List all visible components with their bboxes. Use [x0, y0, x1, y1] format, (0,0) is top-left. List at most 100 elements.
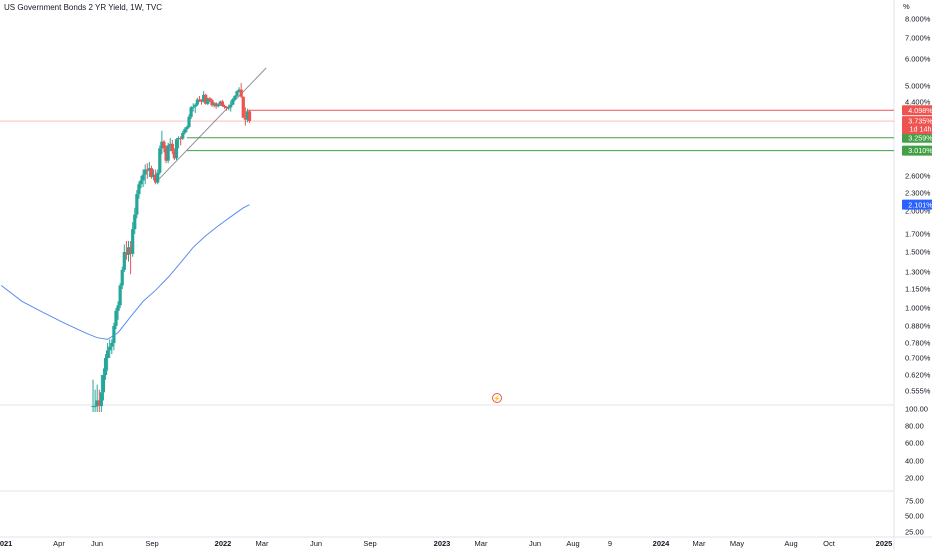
candle[interactable] [231, 97, 235, 106]
candle[interactable] [208, 96, 212, 102]
candle[interactable] [243, 107, 247, 126]
candle-body [247, 111, 252, 121]
candle[interactable] [137, 181, 141, 199]
candle-body [189, 107, 193, 117]
candle[interactable] [139, 176, 143, 189]
price-tag: 3.259% [902, 132, 932, 143]
candle[interactable] [216, 103, 220, 108]
candle[interactable] [206, 97, 210, 106]
candle[interactable] [114, 308, 118, 330]
candle[interactable] [110, 339, 114, 355]
candle[interactable] [212, 102, 216, 108]
candle[interactable] [103, 354, 108, 380]
candle[interactable] [95, 384, 99, 412]
candle[interactable] [158, 145, 162, 175]
moving-average [0, 204, 250, 340]
candle[interactable] [185, 125, 189, 132]
volume-axis-tick: 60.00 [905, 439, 924, 448]
candle[interactable] [191, 103, 195, 112]
candle[interactable] [124, 240, 129, 260]
time-axis-tick: 2024 [653, 539, 671, 548]
candle[interactable] [131, 222, 135, 257]
candle[interactable] [220, 99, 225, 107]
candle-body [139, 180, 143, 185]
candle[interactable] [176, 136, 181, 149]
candle-body [233, 95, 237, 100]
candle[interactable] [235, 90, 239, 97]
candle[interactable] [229, 100, 233, 112]
price-axis-tick: 0.880% [905, 322, 931, 331]
candle[interactable] [241, 96, 245, 118]
candle[interactable] [97, 389, 101, 412]
time-axis-tick: 2021 [0, 539, 12, 548]
candle-body [156, 172, 160, 183]
candle[interactable] [245, 108, 250, 123]
candle[interactable] [162, 140, 166, 153]
candle[interactable] [204, 93, 208, 105]
candle[interactable] [126, 240, 131, 262]
candle[interactable] [227, 104, 231, 111]
candle[interactable] [141, 169, 145, 188]
time-axis-tick: 2023 [434, 539, 451, 548]
trendline-line[interactable] [155, 67, 267, 183]
candle[interactable] [172, 148, 177, 161]
candle[interactable] [164, 145, 168, 164]
candle[interactable] [154, 169, 158, 185]
candle[interactable] [145, 163, 149, 179]
candle[interactable] [239, 83, 243, 98]
candle[interactable] [181, 130, 185, 140]
candle[interactable] [101, 368, 106, 401]
candle[interactable] [91, 379, 95, 412]
candle-body [145, 169, 149, 171]
candle[interactable] [193, 103, 197, 114]
candle[interactable] [149, 165, 154, 179]
candle[interactable] [222, 104, 227, 109]
candle-body [168, 143, 172, 146]
time-axis-tick: Mar [693, 539, 706, 548]
candle[interactable] [128, 240, 133, 275]
candle[interactable] [233, 95, 237, 101]
price-tags: 4.098% 3.259% 3.010% 3.735%1d 14h 2.101% [902, 105, 932, 210]
candle[interactable] [166, 142, 170, 164]
candle[interactable] [210, 98, 214, 107]
candle[interactable] [174, 138, 179, 161]
candle[interactable] [143, 164, 147, 185]
candle[interactable] [189, 106, 193, 119]
candle[interactable] [147, 161, 151, 178]
candle[interactable] [133, 207, 137, 234]
candle-body [147, 168, 151, 171]
candle[interactable] [195, 97, 199, 107]
candle[interactable] [151, 169, 156, 181]
candle[interactable] [197, 95, 202, 102]
candle[interactable] [122, 244, 126, 272]
candle[interactable] [156, 169, 160, 185]
candle[interactable] [135, 190, 139, 219]
candle[interactable] [170, 140, 174, 155]
candle[interactable] [160, 130, 164, 155]
candle[interactable] [224, 106, 229, 111]
candle[interactable] [179, 136, 183, 146]
candle[interactable] [202, 91, 206, 103]
candle[interactable] [168, 138, 172, 152]
candle[interactable] [183, 127, 187, 135]
alert-icon[interactable]: ⚡ [492, 393, 502, 403]
candle[interactable] [93, 389, 97, 412]
candle[interactable] [247, 110, 252, 123]
candle[interactable] [218, 100, 222, 107]
candle[interactable] [108, 339, 112, 358]
candle[interactable] [99, 375, 103, 412]
candle[interactable] [187, 114, 191, 129]
price-axis-unit: % [903, 2, 910, 11]
price-axis[interactable]: %8.000%7.000%6.000%5.000%4.400%3.800%3.2… [903, 2, 931, 537]
candle[interactable] [106, 343, 110, 371]
candle[interactable] [120, 266, 124, 289]
candle[interactable] [116, 301, 120, 320]
time-axis[interactable]: 2021 Apr Jun Sep 2022 Mar Jun Sep 2023 Mar Jun Aug 9… [0, 539, 892, 548]
candle-body [212, 103, 216, 106]
candle[interactable] [214, 102, 218, 109]
candle[interactable] [237, 87, 241, 93]
candle[interactable] [199, 99, 204, 105]
candle[interactable] [118, 283, 122, 308]
candle[interactable] [112, 322, 116, 351]
